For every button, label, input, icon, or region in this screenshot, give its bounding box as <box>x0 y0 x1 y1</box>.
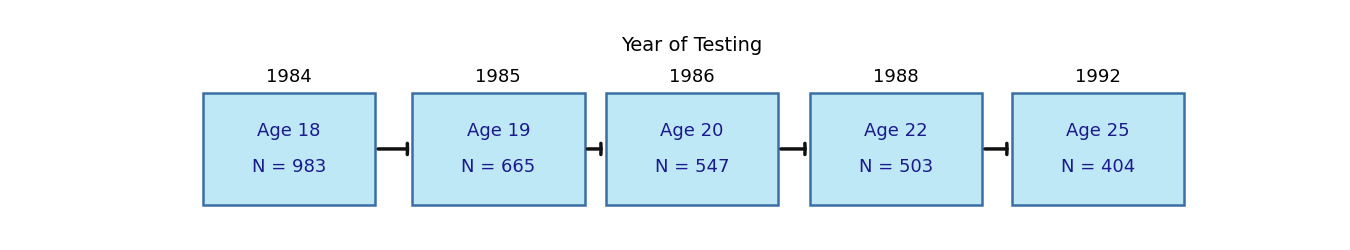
Text: 1984: 1984 <box>266 68 312 86</box>
Bar <box>1011 94 1184 205</box>
Text: 1986: 1986 <box>670 68 714 86</box>
Text: N = 503: N = 503 <box>859 158 933 176</box>
Text: Age 20: Age 20 <box>660 121 724 139</box>
Bar <box>202 94 375 205</box>
Text: 1992: 1992 <box>1075 68 1120 86</box>
Text: Age 18: Age 18 <box>258 121 321 139</box>
Text: N = 665: N = 665 <box>462 158 536 176</box>
Text: N = 404: N = 404 <box>1061 158 1135 176</box>
Text: Year of Testing: Year of Testing <box>621 36 763 55</box>
Text: Age 22: Age 22 <box>864 121 927 139</box>
Bar <box>606 94 778 205</box>
Text: Age 19: Age 19 <box>467 121 531 139</box>
Text: 1988: 1988 <box>873 68 919 86</box>
Text: N = 983: N = 983 <box>252 158 327 176</box>
Text: 1985: 1985 <box>475 68 521 86</box>
Bar <box>810 94 983 205</box>
Bar <box>412 94 585 205</box>
Text: Age 25: Age 25 <box>1066 121 1130 139</box>
Text: N = 547: N = 547 <box>655 158 729 176</box>
